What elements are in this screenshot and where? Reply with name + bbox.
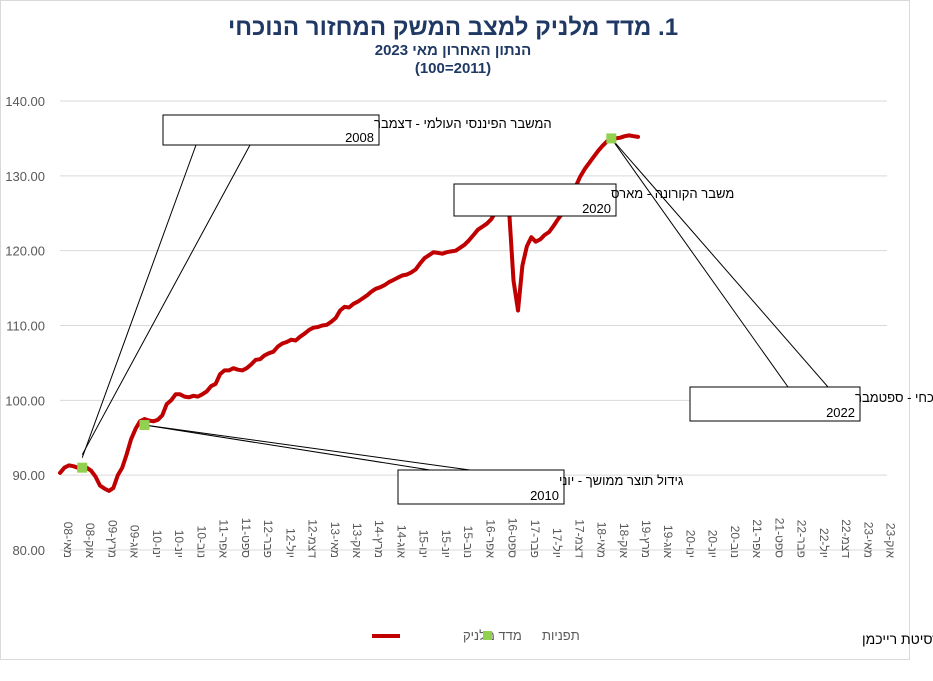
annotation-leader [81, 144, 251, 455]
x-tick-label: מרץ-14 [372, 520, 386, 558]
x-tick-label: פבר-12 [261, 520, 275, 558]
legend: מדד מלניק תפניות [372, 628, 580, 643]
x-tick-label: דצמ-12 [306, 519, 320, 558]
chart-subtitle: הנתון האחרון מאי 2023 [375, 42, 532, 59]
author-credit: פרופ' רפי מלניק, אוניברסיטת רייכמן [862, 631, 933, 647]
x-tick-label: נוב-20 [728, 526, 742, 558]
x-tick-label: ינו-20 [683, 530, 697, 558]
turning-point-marker [139, 420, 150, 431]
series-layer [58, 133, 640, 493]
x-tick-label: אפר-11 [217, 519, 231, 558]
annotation-leader [610, 138, 789, 388]
y-tick-label: 110.00 [6, 319, 45, 334]
annotation-text: המחזור הנוכחי - ספטמבר [855, 390, 933, 405]
x-tick-label: אוק-23 [884, 523, 898, 559]
annotation-leader [81, 144, 197, 458]
annotation-leader [144, 424, 471, 471]
x-tick-label: דצמ-22 [839, 519, 853, 558]
y-tick-label: 90.00 [12, 468, 45, 483]
x-tick-label: אוק-18 [617, 523, 631, 559]
series-line-melnick-index [58, 133, 640, 493]
annotation-text: משבר הקורונה - מארס [611, 186, 734, 201]
annotation-year: 2020 [582, 201, 611, 216]
annotation-year: 2008 [345, 130, 374, 145]
annotation-text: המשבר הפיננסי העולמי - דצמבר [374, 116, 552, 131]
annotation-current-cycle: המחזור הנוכחי - ספטמבר 2022 [689, 386, 933, 422]
chart-title: 1. מדד מלניק למצב המשק המחזור הנוכחי [228, 14, 678, 41]
x-tick-label: אפר-21 [750, 519, 764, 558]
chart-subtitle-base: (100=2011) [415, 60, 491, 77]
x-axis-ticks: מאי-08 אוק-08 מרץ-09 אוג-09 ינו-10 יונ-10 נוב-… [61, 518, 898, 559]
y-tick-label: 140.00 [5, 94, 45, 109]
x-tick-label: אוג-14 [394, 525, 408, 559]
annotation-leader [144, 424, 431, 471]
annotation-text: גידול תוצר ממושך - יוני [559, 473, 684, 488]
x-tick-label: אוק-08 [83, 523, 97, 559]
x-tick-label: אפר-16 [483, 519, 497, 558]
annotation-box [162, 114, 380, 146]
x-tick-label: מאי-08 [61, 522, 75, 558]
x-tick-label: נוב-10 [194, 526, 208, 558]
x-tick-label: יונ-20 [706, 530, 720, 558]
x-tick-label: פבר-17 [528, 520, 542, 558]
y-axis-ticks: 80.00 90.00 100.00 110.00 120.00 130.00 140.00 [5, 94, 45, 558]
annotation-year: 2010 [530, 488, 559, 503]
x-tick-label: ספט-11 [239, 518, 253, 558]
annotation-box [453, 183, 617, 217]
x-tick-label: מאי-23 [861, 522, 875, 558]
y-tick-label: 120.00 [5, 244, 45, 259]
legend-line-label: מדד מלניק [463, 628, 522, 643]
x-tick-label: מאי-18 [595, 522, 609, 558]
gridlines [60, 100, 887, 551]
x-tick-label: יונ-10 [172, 530, 186, 558]
x-tick-label: יול-17 [550, 528, 564, 558]
turning-point-marker [77, 462, 88, 473]
x-tick-label: אוג-19 [661, 525, 675, 559]
x-tick-label: ינו-15 [417, 530, 431, 558]
legend-marker-swatch [483, 631, 492, 640]
x-tick-label: נוב-15 [461, 526, 475, 558]
y-tick-label: 100.00 [5, 393, 45, 408]
annotation-year: 2022 [826, 405, 855, 420]
legend-marker-label: תפניות [542, 628, 580, 643]
x-tick-label: מרץ-09 [105, 520, 119, 558]
x-tick-label: אוק-13 [350, 523, 364, 559]
x-tick-label: יונ-15 [439, 530, 453, 558]
x-tick-label: יול-22 [817, 528, 831, 558]
annotation-output-growth: גידול תוצר ממושך - יוני 2010 [397, 469, 684, 505]
annotation-leader [610, 138, 829, 388]
y-tick-label: 130.00 [5, 169, 45, 184]
turning-point-marker [606, 133, 617, 144]
x-tick-label: פבר-22 [795, 520, 809, 558]
x-tick-label: יול-12 [283, 528, 297, 558]
x-tick-label: ספט-16 [506, 518, 520, 558]
y-tick-label: 80.00 [12, 543, 45, 558]
x-tick-label: מרץ-19 [639, 520, 653, 558]
annotation-box [397, 469, 565, 505]
annotation-covid-crisis: משבר הקורונה - מארס 2020 [453, 183, 734, 217]
x-tick-label: ספט-21 [772, 518, 786, 558]
x-tick-label: דצמ-17 [572, 519, 586, 558]
x-tick-label: מאי-13 [328, 522, 342, 558]
annotation-financial-crisis: המשבר הפיננסי העולמי - דצמבר 2008 [162, 114, 552, 146]
x-tick-label: ינו-10 [150, 530, 164, 558]
x-tick-label: אוג-09 [128, 525, 142, 559]
annotation-box [689, 386, 861, 422]
